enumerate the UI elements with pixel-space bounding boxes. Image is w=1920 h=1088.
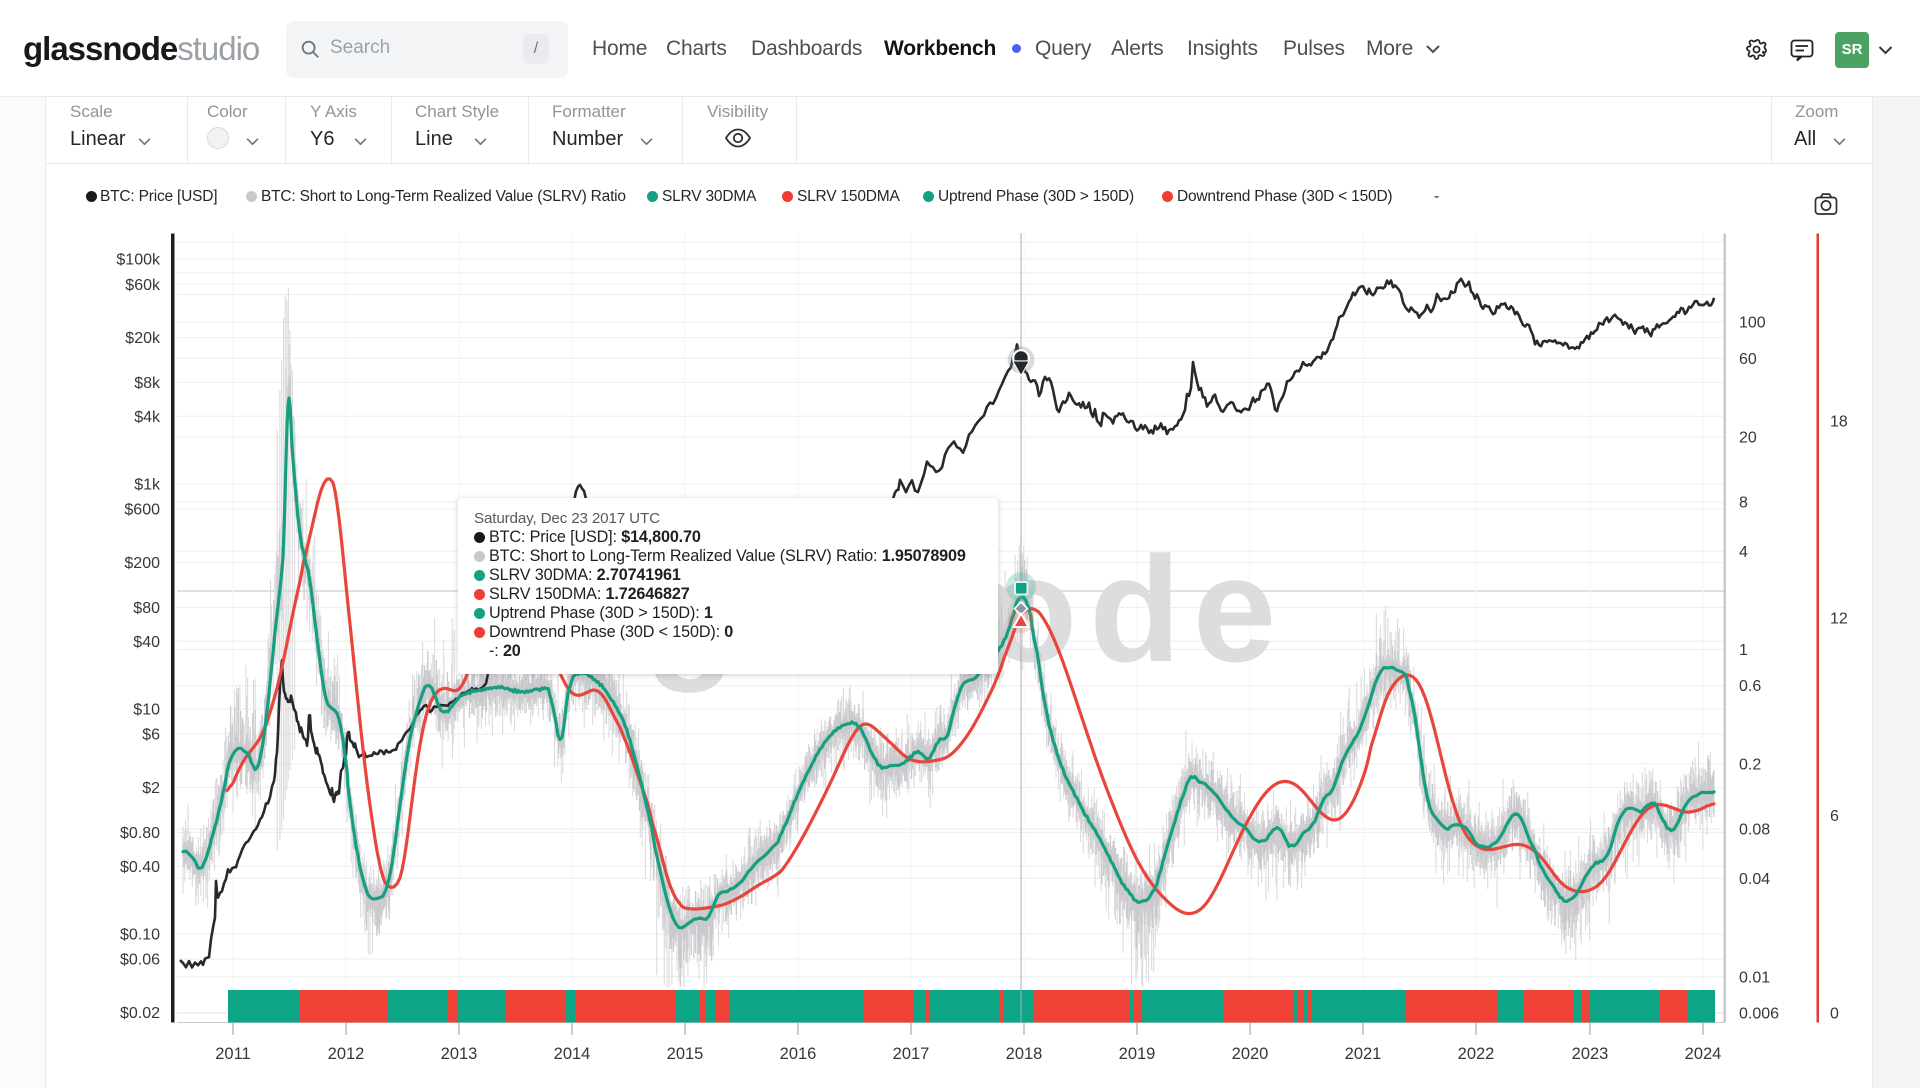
svg-text:2015: 2015 xyxy=(667,1045,704,1063)
svg-text:$0.02: $0.02 xyxy=(120,1005,160,1022)
svg-text:0.2: 0.2 xyxy=(1739,756,1761,773)
svg-text:6: 6 xyxy=(1830,808,1839,825)
svg-text:0.6: 0.6 xyxy=(1739,678,1761,695)
svg-text:12: 12 xyxy=(1830,611,1848,628)
svg-text:$60k: $60k xyxy=(125,277,161,294)
svg-text:$10: $10 xyxy=(133,702,160,719)
svg-text:$0.40: $0.40 xyxy=(120,859,160,876)
svg-text:0.01: 0.01 xyxy=(1739,969,1770,986)
svg-text:60: 60 xyxy=(1739,351,1757,368)
svg-text:2011: 2011 xyxy=(215,1045,250,1063)
svg-text:0: 0 xyxy=(1830,1005,1839,1022)
svg-text:2013: 2013 xyxy=(441,1045,478,1063)
svg-text:$0.10: $0.10 xyxy=(120,927,160,944)
svg-text:2018: 2018 xyxy=(1006,1045,1043,1063)
svg-text:$40: $40 xyxy=(133,634,160,651)
svg-text:8: 8 xyxy=(1739,495,1748,512)
svg-text:0.04: 0.04 xyxy=(1739,871,1770,888)
svg-text:18: 18 xyxy=(1830,413,1848,430)
svg-text:2014: 2014 xyxy=(554,1045,591,1063)
svg-text:$1k: $1k xyxy=(134,477,161,494)
svg-text:$80: $80 xyxy=(133,600,160,617)
svg-text:1: 1 xyxy=(1739,642,1748,659)
svg-text:2019: 2019 xyxy=(1119,1045,1156,1063)
svg-text:$2: $2 xyxy=(142,780,160,797)
svg-text:2022: 2022 xyxy=(1458,1045,1495,1063)
svg-text:$0.06: $0.06 xyxy=(120,952,160,969)
svg-text:0.08: 0.08 xyxy=(1739,822,1770,839)
svg-text:4: 4 xyxy=(1739,544,1748,561)
svg-text:2012: 2012 xyxy=(328,1045,365,1063)
svg-text:$100k: $100k xyxy=(116,252,161,269)
svg-text:$4k: $4k xyxy=(134,409,161,426)
svg-text:2020: 2020 xyxy=(1232,1045,1269,1063)
svg-text:$600: $600 xyxy=(124,502,160,519)
svg-text:$8k: $8k xyxy=(134,375,161,392)
svg-text:20: 20 xyxy=(1739,430,1757,447)
svg-text:2017: 2017 xyxy=(893,1045,930,1063)
svg-text:$0.80: $0.80 xyxy=(120,825,160,842)
svg-text:$6: $6 xyxy=(142,727,160,744)
svg-text:$200: $200 xyxy=(124,555,160,572)
svg-text:2024: 2024 xyxy=(1685,1045,1722,1063)
svg-text:2016: 2016 xyxy=(780,1045,817,1063)
svg-text:$20k: $20k xyxy=(125,330,161,347)
svg-text:0.006: 0.006 xyxy=(1739,1006,1779,1023)
svg-text:100: 100 xyxy=(1739,315,1766,332)
svg-text:2023: 2023 xyxy=(1572,1045,1609,1063)
svg-text:2021: 2021 xyxy=(1345,1045,1382,1063)
